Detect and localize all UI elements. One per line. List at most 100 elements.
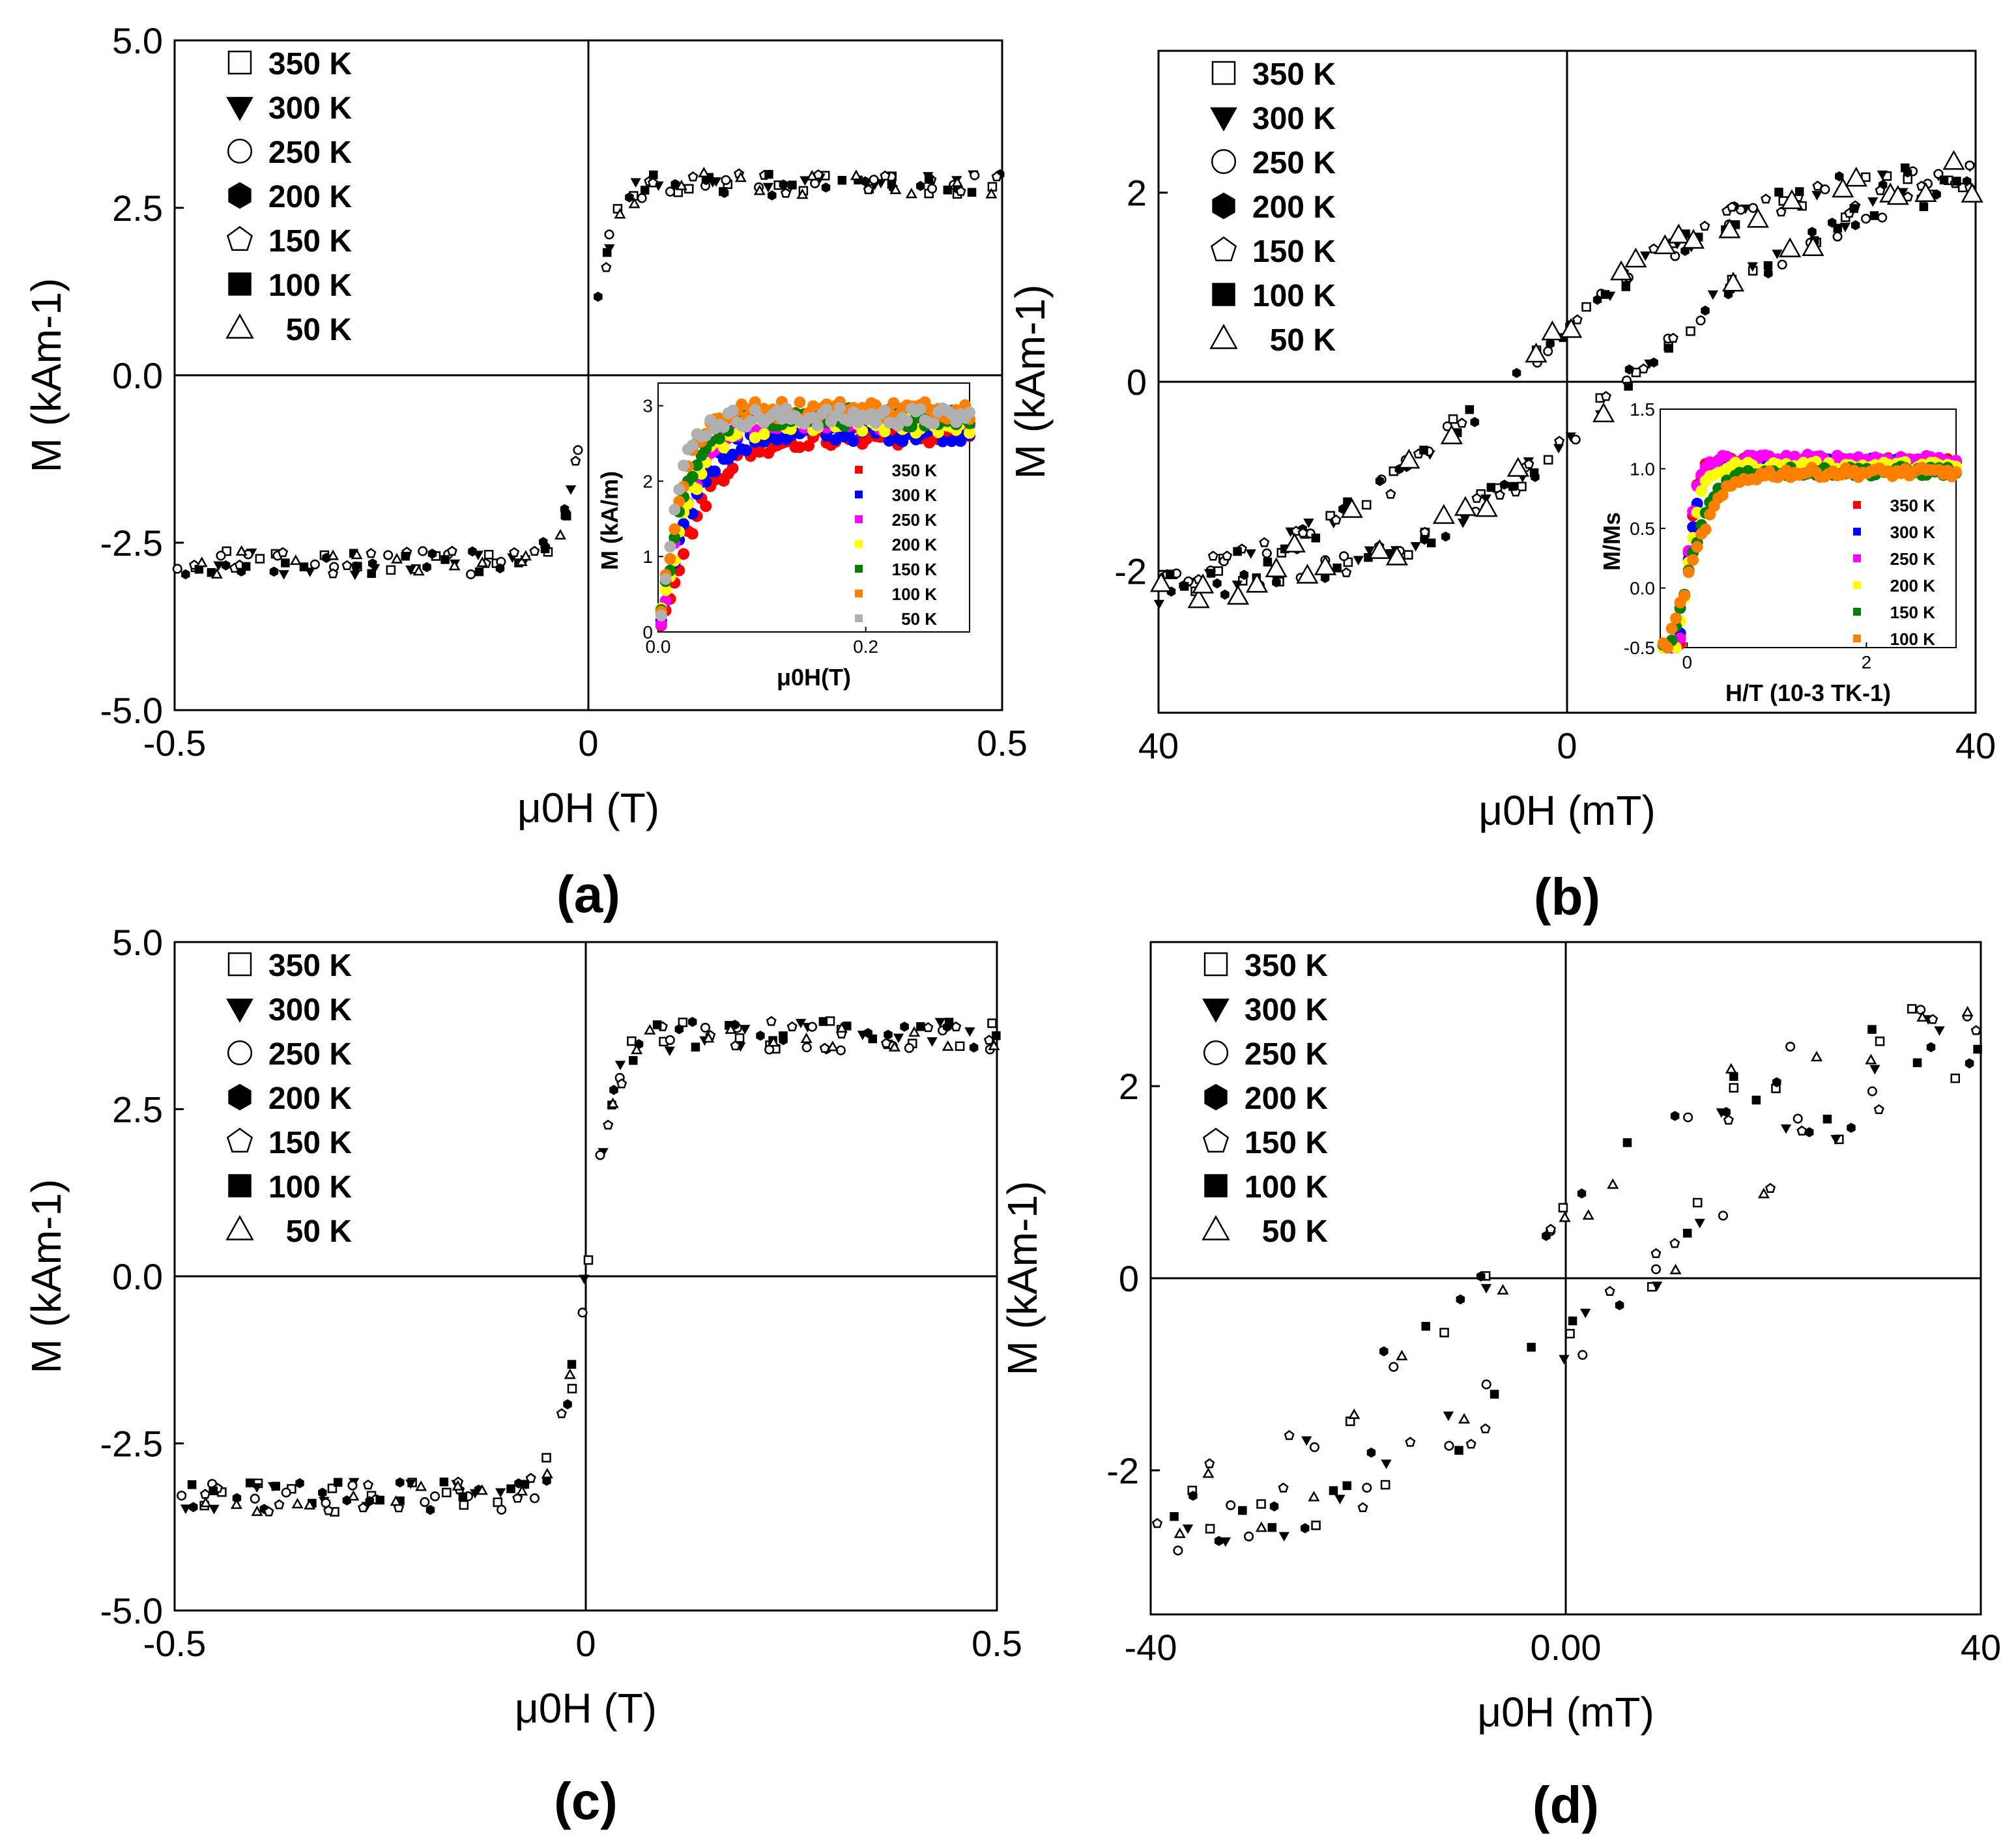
inset-legend-label: 200 K bbox=[892, 535, 938, 554]
data-point bbox=[567, 1360, 577, 1369]
inset-data-point bbox=[811, 420, 824, 432]
data-point bbox=[987, 182, 998, 192]
data-point bbox=[1222, 551, 1233, 561]
x-axis-title: μ0H (mT) bbox=[1478, 787, 1656, 834]
inset-data-point bbox=[691, 459, 703, 472]
data-point bbox=[1669, 1263, 1682, 1274]
data-point bbox=[1901, 163, 1910, 173]
inset-legend-swatch bbox=[855, 590, 863, 597]
x-tick-label: -0.5 bbox=[143, 1623, 207, 1664]
data-point bbox=[323, 1505, 334, 1515]
inset-data-point bbox=[700, 429, 712, 442]
data-point bbox=[1421, 1322, 1430, 1331]
data-point bbox=[1916, 1011, 1929, 1022]
data-point bbox=[1278, 1482, 1289, 1493]
data-point bbox=[1342, 1481, 1352, 1491]
inset-data-point bbox=[829, 434, 842, 446]
data-point bbox=[1456, 1294, 1465, 1305]
data-point bbox=[278, 547, 289, 557]
legend-label: 150 K bbox=[1252, 235, 1336, 269]
inset-data-point bbox=[740, 444, 753, 457]
data-point bbox=[1339, 551, 1349, 562]
inset-data-point bbox=[659, 584, 672, 597]
data-point bbox=[1405, 1437, 1416, 1447]
data-point bbox=[1278, 1532, 1289, 1542]
data-point bbox=[1565, 1328, 1575, 1339]
data-point bbox=[1776, 206, 1787, 217]
inset-legend-swatch bbox=[1853, 501, 1861, 509]
data-point bbox=[1927, 1014, 1938, 1024]
data-point bbox=[721, 175, 731, 185]
legend-marker bbox=[226, 1127, 253, 1153]
data-point bbox=[1269, 1501, 1279, 1511]
data-point bbox=[1877, 170, 1888, 180]
data-point bbox=[554, 529, 567, 540]
x-tick-label: 40 bbox=[1955, 725, 1996, 766]
data-point bbox=[177, 1491, 187, 1501]
data-point bbox=[1667, 223, 1690, 244]
data-point bbox=[1761, 193, 1772, 204]
inset-data-point bbox=[900, 414, 913, 427]
legend-label: 350 K bbox=[1245, 949, 1328, 983]
data-point bbox=[263, 1506, 274, 1517]
data-point bbox=[1233, 547, 1242, 556]
data-point bbox=[1682, 229, 1705, 249]
scatter-data bbox=[177, 1016, 1001, 1517]
data-point bbox=[904, 1043, 914, 1053]
data-point bbox=[187, 1480, 197, 1489]
legend-label: 350 K bbox=[1252, 57, 1336, 92]
inset-data-point bbox=[749, 431, 761, 444]
data-point bbox=[969, 1042, 979, 1053]
y-tick-label: -2.5 bbox=[100, 1424, 164, 1465]
data-point bbox=[318, 1487, 327, 1498]
data-point bbox=[1830, 1134, 1841, 1145]
data-point bbox=[637, 193, 647, 203]
data-point bbox=[1934, 1026, 1945, 1036]
data-point bbox=[476, 556, 489, 567]
data-point bbox=[1545, 1224, 1556, 1234]
data-point bbox=[1357, 1502, 1368, 1512]
data-point bbox=[1490, 1390, 1499, 1399]
inset-data-point bbox=[780, 403, 792, 415]
data-point bbox=[446, 545, 457, 556]
data-point bbox=[365, 1496, 374, 1506]
panel-d: -40 0.00 40 2 0 -2 μ0H (mT) M (kAm-1) (d) 350 K 30… bbox=[999, 941, 2001, 1834]
data-point bbox=[1914, 182, 1937, 202]
data-point bbox=[813, 169, 824, 180]
data-point bbox=[764, 1044, 775, 1055]
legend-label: 200 K bbox=[1252, 190, 1336, 225]
inset-y-tick-label: 1 bbox=[642, 547, 653, 567]
data-point bbox=[934, 1018, 946, 1028]
data-point bbox=[1747, 262, 1758, 272]
data-point bbox=[1875, 1037, 1885, 1046]
legend-label: 100 K bbox=[268, 1170, 352, 1205]
inset-data-point bbox=[914, 403, 927, 415]
inset-series bbox=[1657, 448, 1962, 653]
data-point bbox=[821, 182, 831, 193]
data-point bbox=[1213, 566, 1224, 576]
data-point bbox=[1592, 402, 1615, 423]
data-point bbox=[1845, 166, 1867, 187]
data-point bbox=[422, 562, 431, 573]
data-point bbox=[1875, 185, 1886, 195]
data-point bbox=[1546, 338, 1555, 349]
data-point bbox=[951, 176, 964, 187]
data-point bbox=[415, 1480, 427, 1491]
data-point bbox=[1952, 177, 1961, 186]
inset-data-point bbox=[1950, 466, 1962, 478]
scatter-data bbox=[1149, 150, 1983, 610]
inset-data-point bbox=[928, 418, 940, 430]
data-point bbox=[1926, 1042, 1936, 1053]
data-point bbox=[1381, 1459, 1392, 1470]
inset-data-point bbox=[669, 532, 681, 544]
inset-data-point bbox=[1716, 489, 1729, 502]
inset-data-point bbox=[1662, 642, 1674, 653]
legend-marker bbox=[225, 313, 254, 339]
data-point bbox=[483, 550, 494, 560]
data-point bbox=[1794, 187, 1804, 196]
data-point bbox=[964, 1027, 975, 1037]
y-axis-title: M (kAm-1) bbox=[23, 278, 70, 473]
data-point bbox=[427, 549, 437, 559]
data-point bbox=[1780, 1124, 1792, 1134]
data-point bbox=[1757, 1188, 1770, 1199]
